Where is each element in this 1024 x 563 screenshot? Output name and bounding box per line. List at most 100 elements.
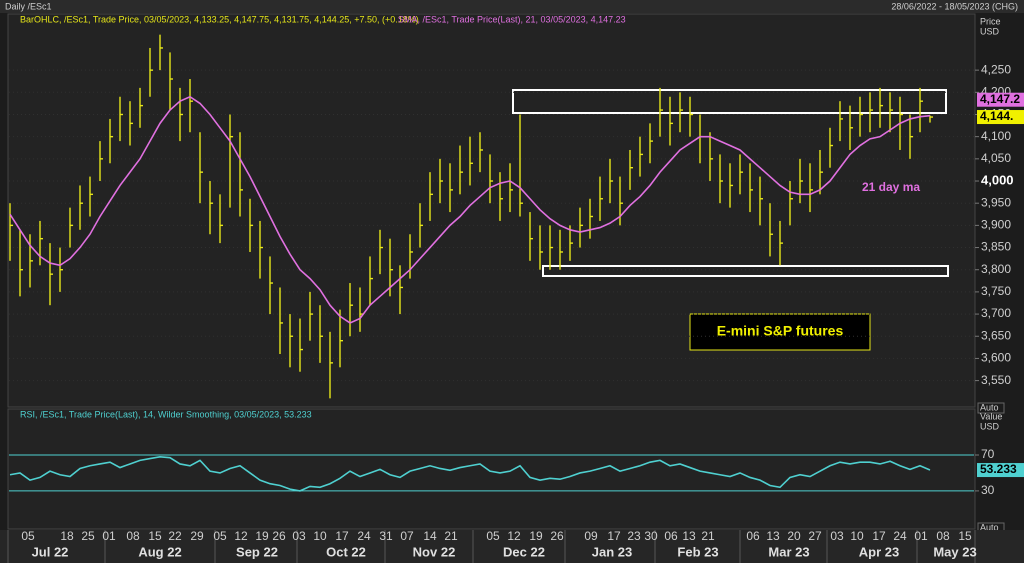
ohlc-bar — [459, 145, 463, 195]
ohlc-bar — [529, 212, 533, 261]
y-tick-label: 70 — [981, 447, 995, 461]
ohlc-bar — [249, 198, 253, 252]
ohlc-bar — [449, 163, 453, 213]
ohlc-bar — [329, 331, 333, 399]
ohlc-bar — [919, 87, 923, 133]
ohlc-bar — [909, 114, 913, 159]
ohlc-bar — [759, 176, 763, 226]
x-tick-label: 13 — [682, 529, 696, 543]
ohlc-bar — [29, 234, 33, 288]
scale-mode: Auto — [980, 402, 999, 412]
ohlc-bar — [39, 220, 43, 266]
y-tick-label: 4,000 — [981, 172, 1014, 187]
y-tick-label: 4,100 — [981, 129, 1011, 143]
ohlc-bar — [69, 207, 73, 248]
ohlc-bar — [739, 154, 743, 195]
ohlc-bar — [139, 87, 143, 128]
x-tick-label: 22 — [168, 529, 182, 543]
ohlc-bar — [229, 114, 233, 208]
x-tick-label: 23 — [627, 529, 641, 543]
x-tick-label: 17 — [335, 529, 349, 543]
y-tick-label: 3,700 — [981, 306, 1011, 320]
last-value-box — [977, 463, 1024, 478]
month-label: Dec 22 — [503, 544, 545, 559]
ohlc-bar — [289, 314, 293, 368]
ohlc-bar — [489, 154, 493, 204]
x-tick-label: 05 — [21, 529, 35, 543]
ohlc-bar — [569, 225, 573, 261]
ohlc-bar — [719, 154, 723, 204]
x-tick-label: 10 — [850, 529, 864, 543]
x-tick-label: 17 — [607, 529, 621, 543]
x-tick-label: 19 — [529, 529, 543, 543]
ohlc-bar — [409, 234, 413, 279]
ohlc-bar — [199, 132, 203, 204]
ohlc-bar — [589, 198, 593, 239]
month-label: May 23 — [933, 544, 976, 559]
ohlc-bar — [599, 176, 603, 221]
ohlc-bar — [559, 229, 563, 270]
x-tick-label: 25 — [81, 529, 95, 543]
y-tick-label: 4,050 — [981, 151, 1011, 165]
scale-mode: Auto — [980, 522, 999, 532]
x-tick-label: 06 — [746, 529, 760, 543]
month-label: Sep 22 — [236, 544, 278, 559]
ohlc-bar — [439, 158, 443, 204]
ohlc-bar — [869, 92, 873, 133]
ohlc-bar — [859, 96, 863, 137]
ohlc-bar — [319, 305, 323, 363]
last-value-box — [977, 92, 1024, 107]
ohlc-bar — [349, 283, 353, 337]
ohlc-bar — [519, 114, 523, 217]
last-value-label: 4,144. — [980, 109, 1013, 123]
ohlc-bar — [339, 309, 343, 368]
ohlc-bar — [149, 47, 153, 97]
ohlc-bar — [499, 172, 503, 221]
y-tick-label: 3,850 — [981, 240, 1011, 254]
ohlc-bar — [669, 96, 673, 146]
x-tick-label: 12 — [507, 529, 521, 543]
x-tick-label: 19 — [255, 529, 269, 543]
x-tick-label: 29 — [190, 529, 204, 543]
y-tick-label: 3,950 — [981, 195, 1011, 209]
ohlc-bar — [889, 92, 893, 133]
x-tick-label: 13 — [766, 529, 780, 543]
ohlc-bar — [879, 87, 883, 128]
ohlc-bar — [689, 96, 693, 137]
ohlc-bar — [609, 158, 613, 204]
ohlc-bar — [639, 136, 643, 177]
series-line — [9, 95, 931, 324]
x-tick-label: 24 — [357, 529, 371, 543]
annotation-box — [689, 313, 871, 351]
last-value-label: 4,147.2 — [980, 92, 1020, 106]
y-tick-label: 3,800 — [981, 262, 1011, 276]
x-tick-label: 26 — [272, 529, 286, 543]
ohlc-bar — [769, 203, 773, 257]
y-tick-label: 3,750 — [981, 284, 1011, 298]
ohlc-bar — [479, 132, 483, 173]
axis-title: Price — [980, 16, 1001, 26]
ohlc-bar — [159, 34, 163, 71]
ohlc-bar — [99, 141, 103, 182]
ohlc-bar — [819, 149, 823, 195]
ohlc-bar — [369, 256, 373, 306]
x-tick-label: 15 — [148, 529, 162, 543]
legend-label: SMA, /ESc1, Trade Price(Last), 21, 03/05… — [398, 14, 626, 24]
axis-title: USD — [980, 421, 1000, 431]
ohlc-bar — [509, 163, 513, 213]
ohlc-bar — [259, 220, 263, 279]
x-tick-label: 12 — [234, 529, 248, 543]
x-tick-label: 14 — [423, 529, 437, 543]
x-tick-label: 17 — [872, 529, 886, 543]
ohlc-bar — [269, 256, 273, 315]
ohlc-bar — [679, 92, 683, 133]
ohlc-bar — [19, 229, 23, 297]
ohlc-bar — [9, 203, 13, 261]
ohlc-bar — [649, 123, 653, 164]
last-value-box — [977, 110, 1024, 125]
ohlc-bar — [629, 149, 633, 190]
x-tick-label: 03 — [292, 529, 306, 543]
annotation: 21 day ma — [862, 180, 920, 194]
chart-header-title: Daily /ESc1 — [5, 1, 52, 11]
ohlc-bar — [749, 163, 753, 213]
